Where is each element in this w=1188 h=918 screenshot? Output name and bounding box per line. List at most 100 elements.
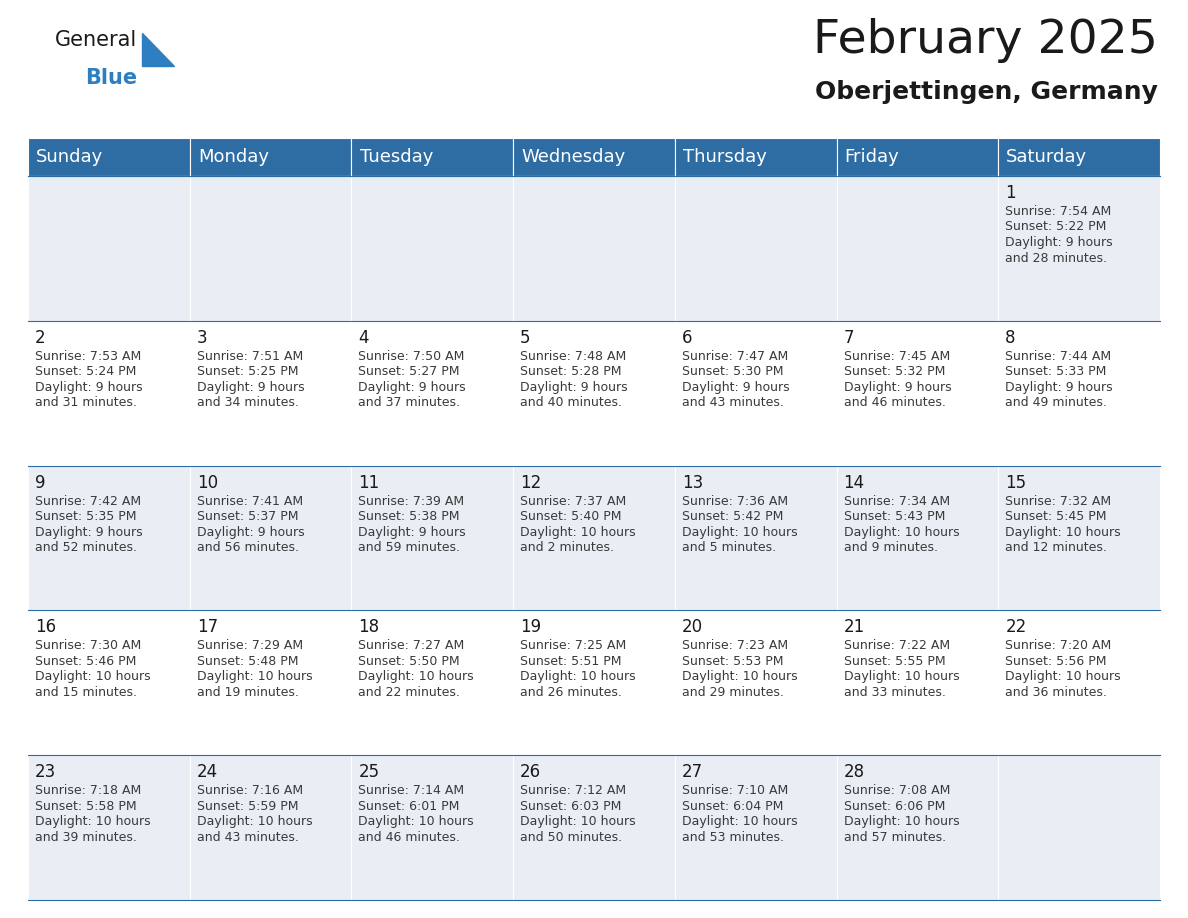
Text: Sunset: 5:37 PM: Sunset: 5:37 PM [197, 510, 298, 523]
Text: 26: 26 [520, 763, 542, 781]
Bar [352, 610, 513, 756]
Text: 7: 7 [843, 329, 854, 347]
Text: and 36 minutes.: and 36 minutes. [1005, 686, 1107, 699]
Text: and 40 minutes.: and 40 minutes. [520, 397, 623, 409]
Text: Sunrise: 7:36 AM: Sunrise: 7:36 AM [682, 495, 788, 508]
Text: and 22 minutes.: and 22 minutes. [359, 686, 460, 699]
Text: 5: 5 [520, 329, 531, 347]
Bar [513, 176, 675, 320]
Text: and 34 minutes.: and 34 minutes. [197, 397, 298, 409]
Text: 17: 17 [197, 619, 217, 636]
Text: Daylight: 10 hours: Daylight: 10 hours [520, 526, 636, 539]
Text: and 46 minutes.: and 46 minutes. [359, 831, 460, 844]
Text: Daylight: 10 hours: Daylight: 10 hours [1005, 670, 1121, 683]
Text: and 29 minutes.: and 29 minutes. [682, 686, 784, 699]
Text: Sunrise: 7:20 AM: Sunrise: 7:20 AM [1005, 640, 1112, 653]
Text: Daylight: 10 hours: Daylight: 10 hours [843, 815, 959, 828]
Text: 18: 18 [359, 619, 379, 636]
Bar [836, 320, 998, 465]
Text: 28: 28 [843, 763, 865, 781]
Bar [836, 756, 998, 900]
Text: Daylight: 10 hours: Daylight: 10 hours [1005, 526, 1121, 539]
Bar [29, 756, 190, 900]
Text: 10: 10 [197, 474, 217, 492]
Bar [513, 610, 675, 756]
Bar [352, 176, 513, 320]
Text: and 56 minutes.: and 56 minutes. [197, 541, 298, 554]
Text: 1: 1 [1005, 184, 1016, 202]
Text: and 31 minutes.: and 31 minutes. [34, 397, 137, 409]
Text: Daylight: 9 hours: Daylight: 9 hours [682, 381, 790, 394]
Bar [998, 176, 1159, 320]
Text: Daylight: 9 hours: Daylight: 9 hours [520, 381, 627, 394]
Text: Daylight: 9 hours: Daylight: 9 hours [843, 381, 952, 394]
Bar [998, 756, 1159, 900]
Text: and 50 minutes.: and 50 minutes. [520, 831, 623, 844]
Text: 15: 15 [1005, 474, 1026, 492]
Text: Sunrise: 7:39 AM: Sunrise: 7:39 AM [359, 495, 465, 508]
Text: 27: 27 [682, 763, 703, 781]
Text: Sunrise: 7:27 AM: Sunrise: 7:27 AM [359, 640, 465, 653]
Text: Sunrise: 7:08 AM: Sunrise: 7:08 AM [843, 784, 950, 797]
Text: Sunset: 5:28 PM: Sunset: 5:28 PM [520, 365, 621, 378]
Bar [513, 138, 675, 176]
Text: 20: 20 [682, 619, 703, 636]
Bar [352, 465, 513, 610]
Bar [675, 138, 836, 176]
Text: Daylight: 9 hours: Daylight: 9 hours [34, 526, 143, 539]
Text: 4: 4 [359, 329, 369, 347]
Text: Sunrise: 7:53 AM: Sunrise: 7:53 AM [34, 350, 141, 363]
Bar [675, 465, 836, 610]
Text: Sunset: 5:35 PM: Sunset: 5:35 PM [34, 510, 137, 523]
Text: Sunrise: 7:10 AM: Sunrise: 7:10 AM [682, 784, 788, 797]
Text: and 43 minutes.: and 43 minutes. [682, 397, 784, 409]
Text: Sunset: 5:33 PM: Sunset: 5:33 PM [1005, 365, 1107, 378]
Text: 12: 12 [520, 474, 542, 492]
Bar [675, 610, 836, 756]
Text: Sunrise: 7:44 AM: Sunrise: 7:44 AM [1005, 350, 1112, 363]
Text: Daylight: 9 hours: Daylight: 9 hours [197, 526, 304, 539]
Text: 14: 14 [843, 474, 865, 492]
Text: and 26 minutes.: and 26 minutes. [520, 686, 623, 699]
Text: Saturday: Saturday [1006, 148, 1087, 166]
Bar [998, 465, 1159, 610]
Bar [352, 756, 513, 900]
Bar [29, 138, 190, 176]
Text: Daylight: 10 hours: Daylight: 10 hours [197, 815, 312, 828]
Bar [675, 756, 836, 900]
Text: and 52 minutes.: and 52 minutes. [34, 541, 137, 554]
Text: General: General [55, 30, 138, 50]
Text: Daylight: 10 hours: Daylight: 10 hours [359, 815, 474, 828]
Text: Sunrise: 7:50 AM: Sunrise: 7:50 AM [359, 350, 465, 363]
Bar [29, 610, 190, 756]
Text: Sunrise: 7:42 AM: Sunrise: 7:42 AM [34, 495, 141, 508]
Text: and 53 minutes.: and 53 minutes. [682, 831, 784, 844]
Bar [190, 756, 352, 900]
Text: Sunrise: 7:12 AM: Sunrise: 7:12 AM [520, 784, 626, 797]
Text: 3: 3 [197, 329, 208, 347]
Text: and 9 minutes.: and 9 minutes. [843, 541, 937, 554]
Text: and 59 minutes.: and 59 minutes. [359, 541, 461, 554]
Text: 21: 21 [843, 619, 865, 636]
Text: Sunset: 5:24 PM: Sunset: 5:24 PM [34, 365, 137, 378]
Bar [29, 465, 190, 610]
Text: Sunset: 5:42 PM: Sunset: 5:42 PM [682, 510, 783, 523]
Text: and 49 minutes.: and 49 minutes. [1005, 397, 1107, 409]
Text: 23: 23 [34, 763, 56, 781]
Text: Sunrise: 7:16 AM: Sunrise: 7:16 AM [197, 784, 303, 797]
Text: Blue: Blue [86, 68, 137, 88]
Text: Sunset: 5:38 PM: Sunset: 5:38 PM [359, 510, 460, 523]
Text: and 12 minutes.: and 12 minutes. [1005, 541, 1107, 554]
Text: 2: 2 [34, 329, 45, 347]
Text: Oberjettingen, Germany: Oberjettingen, Germany [815, 80, 1158, 104]
Text: 22: 22 [1005, 619, 1026, 636]
Bar [836, 465, 998, 610]
Text: Sunrise: 7:48 AM: Sunrise: 7:48 AM [520, 350, 626, 363]
Text: Sunrise: 7:34 AM: Sunrise: 7:34 AM [843, 495, 949, 508]
Text: 25: 25 [359, 763, 379, 781]
Text: 6: 6 [682, 329, 693, 347]
Text: Daylight: 10 hours: Daylight: 10 hours [843, 526, 959, 539]
Text: 9: 9 [34, 474, 45, 492]
Text: Sunset: 5:45 PM: Sunset: 5:45 PM [1005, 510, 1107, 523]
Text: Sunrise: 7:29 AM: Sunrise: 7:29 AM [197, 640, 303, 653]
